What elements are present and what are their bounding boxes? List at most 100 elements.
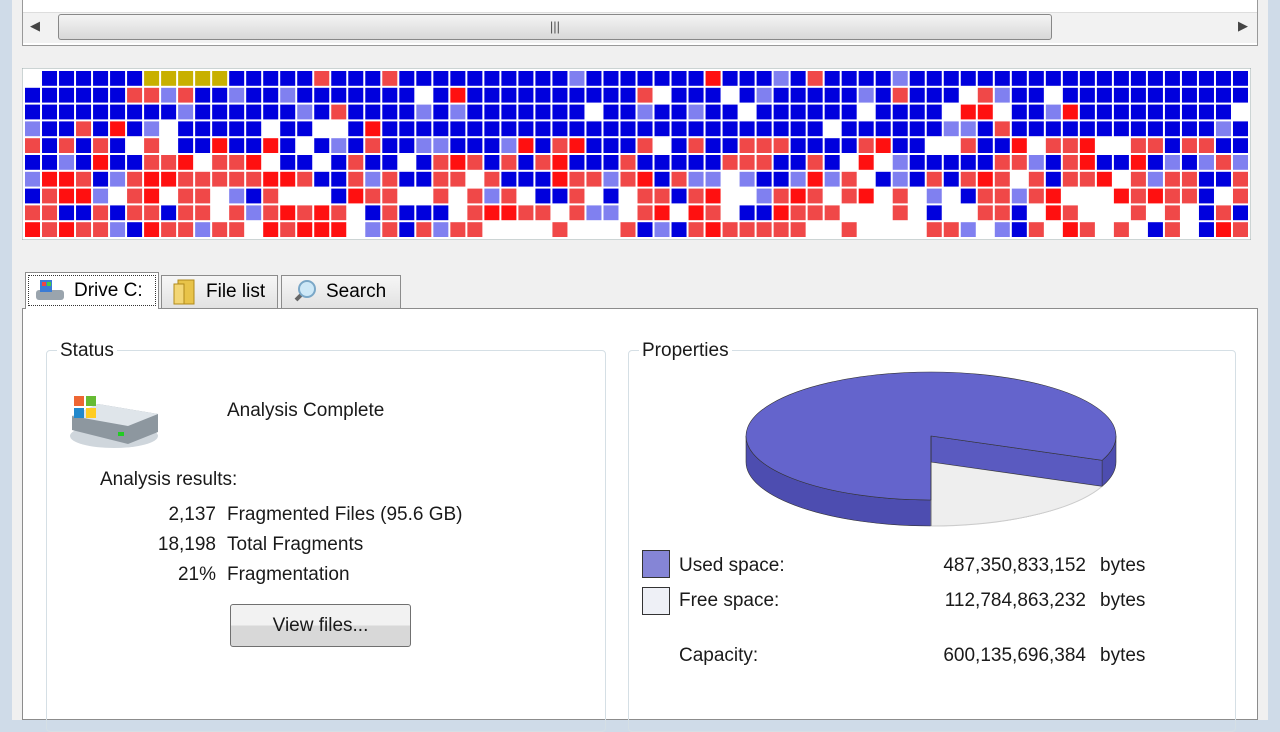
cluster-block	[1079, 188, 1095, 204]
cluster-block	[671, 222, 687, 237]
cluster-block	[433, 104, 449, 120]
cluster-block	[365, 71, 381, 86]
cluster-block	[1011, 188, 1027, 204]
cluster-block	[484, 138, 500, 153]
cluster-block	[824, 71, 840, 86]
cluster-block	[1011, 222, 1027, 237]
cluster-block	[348, 205, 364, 221]
cluster-block	[875, 155, 891, 170]
cluster-block	[1096, 155, 1112, 170]
cluster-block	[280, 188, 296, 204]
cluster-block	[263, 155, 279, 170]
cluster-block	[1045, 104, 1061, 120]
tab-drive[interactable]: Drive C:	[25, 272, 159, 309]
cluster-block	[1147, 171, 1163, 187]
cluster-block	[501, 121, 517, 137]
cluster-block	[1062, 222, 1078, 237]
cluster-block	[212, 104, 228, 120]
cluster-block	[433, 222, 449, 237]
cluster-block	[280, 71, 296, 86]
scroll-thumb[interactable]: |||	[58, 14, 1052, 40]
cluster-block	[76, 71, 92, 86]
cluster-block	[1062, 87, 1078, 103]
cluster-block	[314, 155, 330, 170]
cluster-block	[314, 222, 330, 237]
cluster-block	[297, 71, 313, 86]
cluster-block	[654, 121, 670, 137]
cluster-block	[127, 121, 143, 137]
cluster-block	[1079, 121, 1095, 137]
cluster-block	[263, 121, 279, 137]
tab-label: Search	[326, 281, 387, 302]
cluster-block	[450, 155, 466, 170]
cluster-block	[25, 104, 41, 120]
cluster-block	[280, 205, 296, 221]
cluster-block	[1147, 121, 1163, 137]
cluster-block	[569, 138, 585, 153]
group-title: Properties	[639, 340, 732, 362]
cluster-block	[518, 155, 534, 170]
cluster-block	[76, 138, 92, 153]
cluster-block	[110, 222, 126, 237]
cluster-block	[858, 205, 874, 221]
cluster-block	[331, 188, 347, 204]
cluster-block	[382, 121, 398, 137]
cluster-block	[348, 155, 364, 170]
cluster-block	[994, 171, 1010, 187]
cluster-block	[382, 222, 398, 237]
cluster-block	[773, 155, 789, 170]
cluster-block	[909, 155, 925, 170]
cluster-block	[1198, 188, 1214, 204]
cluster-block	[161, 205, 177, 221]
scroll-left[interactable]: ◀	[30, 18, 40, 33]
cluster-block	[1096, 138, 1112, 153]
property-value: 600,135,696,384	[943, 645, 1086, 666]
cluster-block	[841, 222, 857, 237]
cluster-block	[59, 138, 75, 153]
cluster-block	[909, 205, 925, 221]
cluster-block	[314, 188, 330, 204]
cluster-block	[1198, 222, 1214, 237]
cluster-block	[586, 104, 602, 120]
cluster-block	[841, 104, 857, 120]
cluster-block	[246, 138, 262, 153]
cluster-block	[195, 121, 211, 137]
cluster-block	[518, 205, 534, 221]
cluster-block	[433, 71, 449, 86]
cluster-block	[994, 205, 1010, 221]
cluster-block	[314, 171, 330, 187]
cluster-block	[1198, 87, 1214, 103]
cluster-block	[450, 104, 466, 120]
cluster-block	[892, 138, 908, 153]
cluster-block	[229, 171, 245, 187]
cluster-block	[178, 222, 194, 237]
cluster-block	[518, 121, 534, 137]
cluster-block	[535, 87, 551, 103]
cluster-block	[93, 171, 109, 187]
cluster-block	[875, 104, 891, 120]
cluster-block	[569, 155, 585, 170]
cluster-block	[195, 87, 211, 103]
hard-drive-icon	[70, 396, 158, 448]
scroll-right[interactable]: ▶	[1238, 18, 1248, 33]
cluster-block	[25, 188, 41, 204]
cluster-block	[892, 222, 908, 237]
cluster-block	[1045, 71, 1061, 86]
cluster-block	[688, 205, 704, 221]
cluster-block	[773, 71, 789, 86]
tab-search[interactable]: Search	[281, 275, 401, 308]
cluster-block	[450, 138, 466, 153]
cluster-block	[1130, 171, 1146, 187]
view-files-button[interactable]: View files...	[230, 604, 411, 647]
cluster-block	[416, 104, 432, 120]
cluster-block	[637, 87, 653, 103]
cluster-block	[161, 138, 177, 153]
cluster-block	[671, 188, 687, 204]
tab-file-list[interactable]: File list	[161, 275, 278, 308]
cluster-block	[926, 171, 942, 187]
cluster-block	[620, 121, 636, 137]
cluster-block	[1011, 104, 1027, 120]
cluster-block	[671, 155, 687, 170]
cluster-block	[654, 104, 670, 120]
cluster-block	[1113, 222, 1129, 237]
